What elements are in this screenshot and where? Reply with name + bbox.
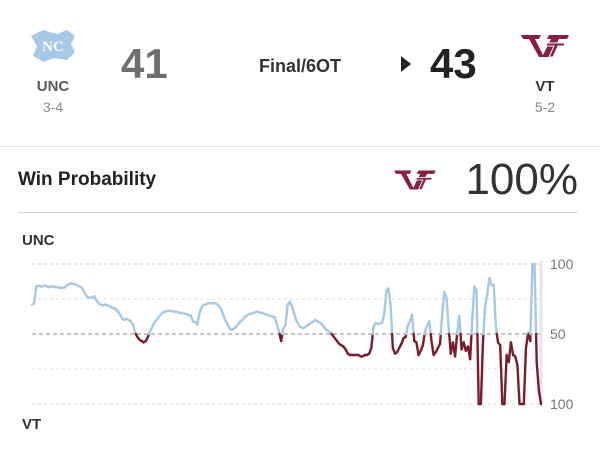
series-segment-121 [290,304,296,315]
series-segment-113 [273,315,279,326]
series-segment-236 [537,388,543,406]
home-score: 41 [121,40,168,87]
series-segment-229 [522,346,528,406]
y-tick-middle: 50 [550,326,566,342]
series-segment-1 [32,285,38,305]
series-segment-190-b [439,313,444,336]
series-segment-225 [514,355,519,367]
series-segment-234 [533,262,538,336]
y-tick-top: 100 [550,256,574,272]
series-segment-220 [503,353,508,406]
scoreboard: NC UNC 3-4 41 Final/6OT 43 VT 5-2 [0,0,600,147]
away-team[interactable]: VT 5-2 [510,22,580,115]
series-segment-174-b [405,324,410,336]
home-team-record: 3-4 [42,99,64,115]
series-segment-191 [441,290,446,316]
series-segment-223 [509,341,515,357]
series-segment-199 [458,314,462,336]
away-team-abbr: VT [535,78,555,95]
series-segment-118 [284,303,289,327]
series-segment-166 [387,287,392,308]
svg-text:NC: NC [42,39,64,55]
series-segment-226 [516,363,521,406]
y-tick-bottom: 100 [550,396,574,412]
chart-top-team-label: UNC [22,232,55,249]
series-segment-179 [415,341,420,357]
series-segment-232-b [529,262,534,336]
series-segment-185 [428,320,432,336]
away-team-record: 5-2 [534,99,556,115]
series-segment-234-b [534,332,538,364]
home-team[interactable]: NC UNC 3-4 [18,22,88,115]
series-segment-207-b [476,332,480,406]
divider [18,212,578,213]
win-probability-series [30,262,543,406]
series-segment-190 [438,332,442,346]
series-segment-114 [275,322,281,333]
unc-logo-icon: NC [18,22,88,70]
series-segment-235 [535,360,541,392]
series-segment-209 [479,339,485,406]
vt-leader-logo-icon [392,167,438,198]
winner-arrow-icon [401,56,411,72]
chart-bottom-team-label: VT [22,416,41,433]
series-segment-216-b [495,332,500,344]
series-segment-186 [430,339,435,357]
series-segment-177 [410,313,415,336]
series-segment-204-b [470,317,474,336]
series-segment-205 [471,285,476,320]
series-segment-207 [475,289,479,336]
series-segment-182 [421,332,426,347]
series-segment-210-b [482,304,487,336]
win-probability-chart: UNC VT 100 50 100 [22,232,574,433]
win-probability-header: Win Probability 100% [0,147,600,213]
series-segment-164 [383,289,388,316]
series-segment-163 [380,313,386,325]
series-segment-218 [498,343,504,406]
series-segment-230 [524,332,530,350]
series-segment-215 [492,283,498,329]
series-segment-77 [196,311,201,326]
series-segment-213 [488,276,493,287]
vt-logo-icon [510,22,580,70]
away-score: 43 [430,40,477,87]
win-probability-value: 100% [465,155,578,204]
series-segment-167 [389,304,394,336]
home-team-abbr: UNC [36,78,70,95]
series-segment-167-b [390,332,395,350]
series-segment-122 [292,311,298,322]
game-status: Final/6OT [258,56,341,76]
series-segment-193 [445,296,450,329]
series-segment-158 [370,332,374,350]
series-segment-204 [468,332,473,361]
win-probability-title: Win Probability [18,169,157,190]
series-segment-211 [483,292,489,308]
series-segment-197 [453,332,459,358]
series-segment-47 [131,322,137,334]
